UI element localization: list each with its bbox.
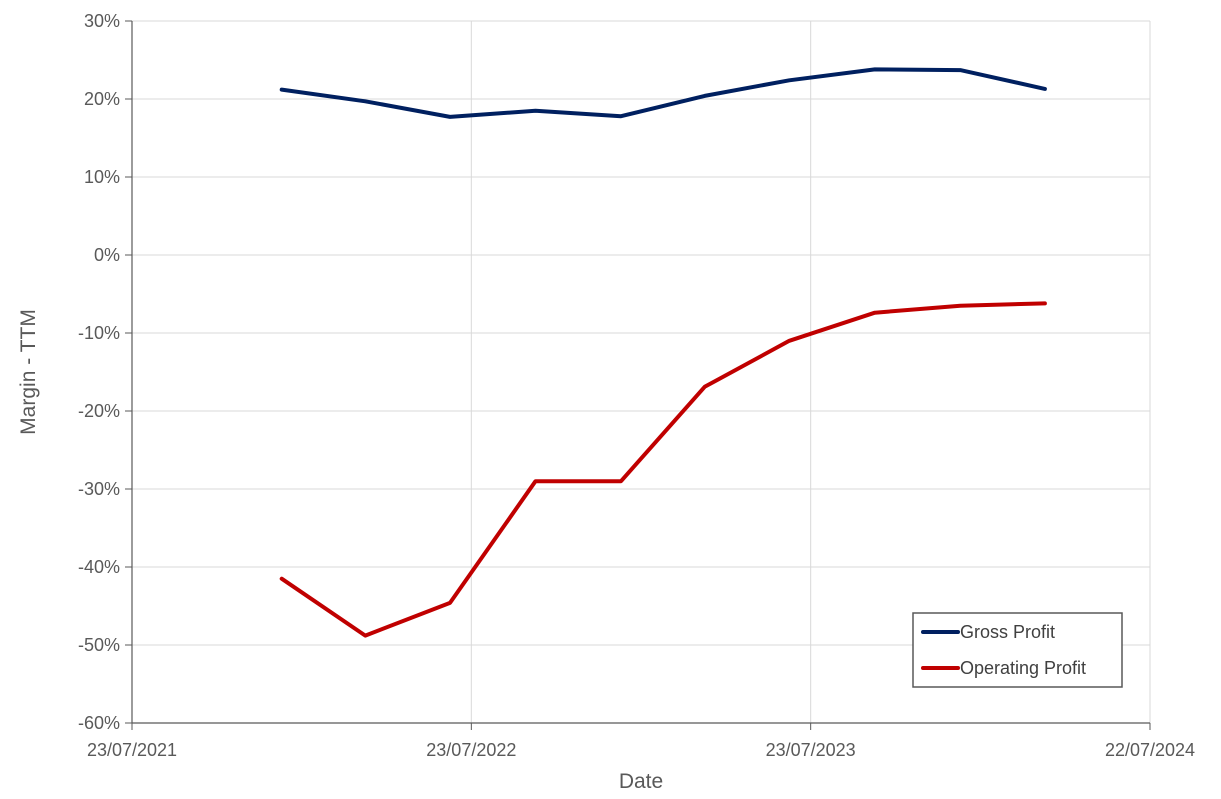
series-lines [279,67,1047,638]
series-line-operating-profit [279,301,1047,638]
y-tick-label: -50% [78,635,120,655]
x-tick-label: 23/07/2022 [426,740,516,760]
y-tick-label: -40% [78,557,120,577]
legend-label: Operating Profit [960,658,1086,678]
legend-box [912,612,1123,688]
x-tick-label: 23/07/2021 [87,740,177,760]
series-line-gross-profit [279,67,1047,119]
legend-label: Gross Profit [960,622,1055,642]
y-tick-label: 30% [84,11,120,31]
x-axis-title: Date [619,770,663,793]
y-tick-label: -30% [78,479,120,499]
y-tick-label: -10% [78,323,120,343]
x-tick-label: 23/07/2023 [766,740,856,760]
y-axis-title: Margin - TTM [17,309,40,435]
axes [131,21,1150,724]
x-axis-ticks: 23/07/2021 23/07/2022 23/07/2023 22/07/2024 [87,723,1195,760]
y-tick-label: -20% [78,401,120,421]
y-tick-label: 10% [84,167,120,187]
y-axis-ticks: 30% 20% 10% 0% -10% -20% -30% -40% -50% -60% [78,11,132,733]
y-tick-label: 0% [94,245,120,265]
y-tick-label: 20% [84,89,120,109]
x-tick-label: 22/07/2024 [1105,740,1195,760]
y-tick-label: -60% [78,713,120,733]
legend: Gross Profit Operating Profit [912,612,1123,688]
